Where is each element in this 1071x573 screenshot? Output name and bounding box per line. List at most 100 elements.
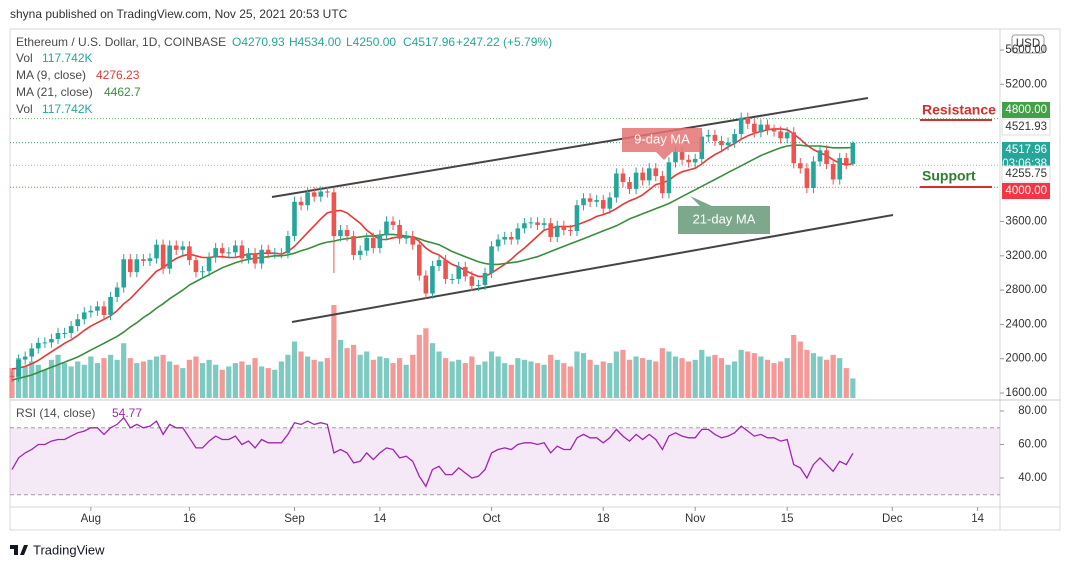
candle-body (390, 221, 396, 225)
volume-bar (679, 358, 685, 398)
candle-body (843, 158, 849, 165)
candle-body (213, 248, 218, 258)
candle-body (147, 258, 153, 261)
volume-bar (390, 363, 396, 398)
volume-bar (351, 344, 357, 398)
candle-body (416, 244, 422, 276)
candle-body (449, 278, 455, 280)
volume-bar (587, 359, 593, 398)
candle-body (620, 173, 626, 183)
volume-bar (686, 361, 692, 398)
volume-bar (580, 353, 587, 398)
rsi-tick-label: 40.00 (1018, 472, 1047, 484)
volume-bar (804, 349, 810, 398)
volume-bar (403, 364, 409, 398)
volume-bar (147, 359, 153, 398)
ma-line (11, 128, 854, 370)
logo-icon (10, 545, 28, 555)
candle-body (765, 124, 770, 130)
x-tick-label: Dec (882, 513, 903, 525)
volume-bar (764, 359, 771, 398)
change-value: +247.22 (+5.79%) (456, 35, 552, 49)
candle-body (338, 230, 343, 237)
volume-bar (515, 358, 521, 398)
volume-bar (193, 356, 199, 398)
callout-box (678, 196, 770, 234)
candle-body (88, 310, 94, 313)
candle-body (462, 266, 468, 277)
volume-bar (285, 354, 291, 398)
volume-bar (245, 364, 252, 398)
candle-body (515, 228, 521, 240)
volume-bar (732, 361, 738, 398)
volume-bar (180, 368, 186, 398)
volume-bar (521, 359, 528, 398)
candle-body (798, 163, 803, 169)
candle-body (239, 245, 245, 259)
candle-body (331, 192, 337, 237)
candle-body (712, 134, 718, 141)
volume-bar (771, 363, 777, 398)
candle-body (528, 222, 534, 224)
volume-bar (42, 369, 48, 398)
x-tick-label: Nov (685, 513, 706, 525)
candle-body (252, 253, 258, 264)
volume-bar (219, 369, 225, 398)
legend-name: MA (21, close) (16, 85, 93, 99)
price-label: 4000.00 (1005, 185, 1047, 197)
volume-bar (692, 359, 698, 398)
volume-bar (705, 356, 711, 398)
x-tick-label: 14 (373, 513, 386, 525)
volume-bar (777, 361, 784, 398)
x-tick-label: 16 (183, 513, 196, 525)
volume-bar (850, 378, 856, 398)
candle-body (561, 225, 567, 231)
volume-bar (239, 361, 245, 398)
candle-body (522, 223, 527, 229)
candle-body (784, 132, 790, 139)
volume-bar (121, 343, 127, 398)
volume-bar (61, 363, 68, 398)
volume-bar (797, 341, 803, 398)
candle-body (325, 191, 330, 193)
candle-body (42, 342, 48, 344)
candle-body (791, 132, 797, 164)
volume-bar (817, 356, 823, 398)
candle-body (397, 224, 402, 239)
volume-bar (75, 361, 81, 398)
rsi-value: 54.77 (112, 406, 142, 420)
candle-body (502, 236, 507, 240)
candle-body (811, 161, 816, 189)
candle-body (443, 260, 448, 279)
volume-bar (278, 361, 284, 398)
volume-bar (626, 359, 633, 398)
volume-bar (364, 351, 370, 398)
volume-bar (337, 339, 344, 398)
legend-value: 117.742K (42, 102, 93, 116)
volume-bar (653, 361, 659, 398)
ohlc-value: O4270.93 (232, 35, 285, 49)
candle-body (607, 197, 613, 209)
volume-bar (331, 305, 337, 398)
candle-body (62, 332, 67, 334)
candle-body (219, 248, 225, 254)
volume-bar (738, 349, 744, 398)
currency-box[interactable] (1011, 34, 1045, 54)
volume-bar (699, 349, 705, 398)
price-label: 4517.96 (1005, 144, 1047, 156)
volume-bar (633, 356, 639, 398)
volume-bar (48, 359, 55, 398)
candle-body (9, 375, 15, 377)
volume-bar (383, 358, 390, 398)
candle-body (489, 246, 494, 273)
candle-body (206, 257, 212, 272)
price-label-box (1001, 118, 1051, 136)
rsi-line (11, 416, 854, 488)
candle-body (167, 245, 172, 269)
candle-body (830, 164, 836, 180)
legend-name: Vol (16, 102, 33, 116)
candle-body (95, 306, 100, 311)
candle-body (679, 152, 685, 160)
candle-body (154, 244, 159, 259)
candle-body (127, 259, 133, 273)
